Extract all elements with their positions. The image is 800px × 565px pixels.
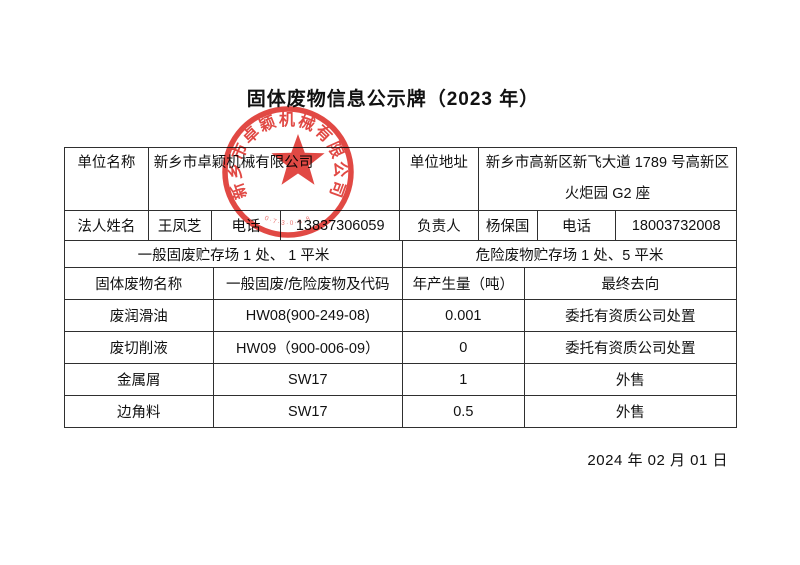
phone2-value: 18003732008 — [631, 217, 721, 234]
general-storage-text: 一般固废贮存场 1 处、 1 平米 — [65, 241, 403, 267]
waste-name: 废切削液 — [65, 332, 214, 363]
manager-label: 负责人 — [400, 211, 479, 240]
waste-name: 边角料 — [65, 396, 214, 427]
header-waste-name: 固体废物名称 — [65, 268, 214, 299]
phone2-label: 电话 — [538, 211, 617, 240]
table-header-row: 固体废物名称 一般固废/危险废物及代码 年产生量（吨） 最终去向 — [65, 268, 736, 300]
date-line: 2024 年 02 月 01 日 — [587, 452, 728, 469]
waste-name: 金属屑 — [65, 364, 214, 395]
unit-address-label: 单位地址 — [400, 148, 479, 210]
header-destination: 最终去向 — [601, 277, 660, 293]
waste-amount: 1 — [403, 364, 525, 395]
table-row-unit: 单位名称 新乡市卓颖机械有限公司 单位地址 新乡市高新区新飞大道 1789 号高… — [65, 148, 736, 211]
phone1-label: 电话 — [212, 211, 282, 240]
legal-person-value: 王凤芝 — [149, 211, 212, 240]
page-title: 固体废物信息公示牌（2023 年） — [246, 89, 540, 110]
unit-address-line1: 新乡市高新区新飞大道 1789 号高新区 — [485, 155, 730, 171]
waste-destination: 委托有资质公司处置 — [565, 309, 696, 325]
waste-amount: 0.5 — [403, 396, 525, 427]
table-row-storage: 一般固废贮存场 1 处、 1 平米 危险废物贮存场 1 处、5 平米 — [65, 241, 736, 268]
waste-code: SW17 — [214, 364, 403, 395]
unit-name-label: 单位名称 — [65, 148, 149, 210]
header-annual-amount: 年产生量（吨） — [403, 268, 525, 299]
info-table: 单位名称 新乡市卓颖机械有限公司 单位地址 新乡市高新区新飞大道 1789 号高… — [64, 147, 737, 428]
unit-address-line2: 火炬园 G2 座 — [564, 186, 651, 202]
manager-value: 杨保国 — [479, 211, 538, 240]
waste-code: HW08(900-249-08) — [214, 300, 403, 331]
table-row-waste-2: 废切削液 HW09（900-006-09） 0 委托有资质公司处置 — [65, 332, 736, 364]
unit-name-value: 新乡市卓颖机械有限公司 — [149, 148, 401, 210]
table-row-waste-1: 废润滑油 HW08(900-249-08) 0.001 委托有资质公司处置 — [65, 300, 736, 332]
unit-address-value: 新乡市高新区新飞大道 1789 号高新区 火炬园 G2 座 — [479, 148, 736, 210]
table-row-waste-4: 边角料 SW17 0.5 外售 — [65, 396, 736, 427]
waste-destination: 外售 — [615, 373, 645, 389]
phone1-value: 13837306059 — [281, 211, 400, 240]
waste-amount: 0 — [403, 332, 525, 363]
table-row-waste-3: 金属屑 SW17 1 外售 — [65, 364, 736, 396]
waste-name: 废润滑油 — [65, 300, 214, 331]
legal-person-label: 法人姓名 — [65, 211, 149, 240]
waste-code: HW09（900-006-09） — [214, 332, 403, 363]
waste-destination: 委托有资质公司处置 — [565, 341, 696, 357]
hazard-storage-text: 危险废物贮存场 1 处、5 平米 — [475, 247, 664, 264]
waste-code: SW17 — [214, 396, 403, 427]
table-row-persons: 法人姓名 王凤芝 电话 13837306059 负责人 杨保国 电话 18003… — [65, 211, 736, 241]
header-waste-code: 一般固废/危险废物及代码 — [214, 268, 403, 299]
waste-destination: 外售 — [615, 405, 645, 421]
waste-amount: 0.001 — [403, 300, 525, 331]
